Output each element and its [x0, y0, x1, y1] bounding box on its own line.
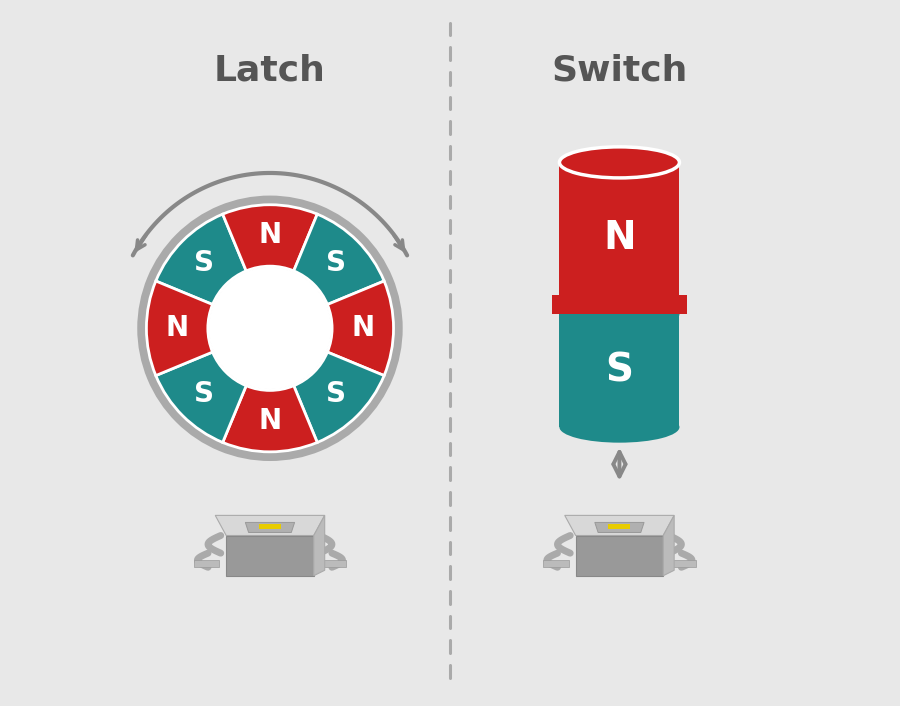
Polygon shape: [576, 535, 663, 576]
Circle shape: [210, 268, 330, 389]
Polygon shape: [259, 524, 281, 529]
Text: S: S: [606, 352, 634, 390]
Polygon shape: [215, 515, 325, 535]
Text: Latch: Latch: [214, 54, 326, 88]
Text: N: N: [166, 314, 189, 342]
Polygon shape: [553, 295, 687, 314]
Text: Switch: Switch: [552, 54, 688, 88]
Wedge shape: [156, 352, 247, 443]
Ellipse shape: [560, 147, 680, 178]
Wedge shape: [156, 214, 247, 304]
Wedge shape: [137, 196, 402, 461]
Polygon shape: [544, 561, 569, 568]
Polygon shape: [608, 524, 630, 529]
Ellipse shape: [560, 299, 680, 330]
Polygon shape: [595, 522, 644, 532]
Polygon shape: [246, 522, 294, 532]
Polygon shape: [226, 535, 314, 576]
Wedge shape: [293, 214, 384, 304]
Wedge shape: [147, 281, 212, 376]
Text: N: N: [603, 220, 635, 257]
Text: N: N: [258, 407, 282, 435]
Text: S: S: [194, 380, 214, 408]
Polygon shape: [670, 561, 696, 568]
Text: S: S: [326, 249, 346, 277]
Polygon shape: [560, 162, 680, 314]
Polygon shape: [194, 561, 220, 568]
Wedge shape: [328, 281, 393, 376]
Polygon shape: [663, 515, 674, 576]
Wedge shape: [222, 385, 318, 452]
Text: N: N: [351, 314, 374, 342]
Text: S: S: [194, 249, 214, 277]
Wedge shape: [222, 205, 318, 271]
Text: N: N: [258, 222, 282, 249]
Polygon shape: [560, 314, 680, 427]
Ellipse shape: [560, 412, 680, 443]
Wedge shape: [293, 352, 384, 443]
Text: S: S: [326, 380, 346, 408]
Polygon shape: [320, 561, 346, 568]
Polygon shape: [314, 515, 325, 576]
Polygon shape: [564, 515, 674, 535]
